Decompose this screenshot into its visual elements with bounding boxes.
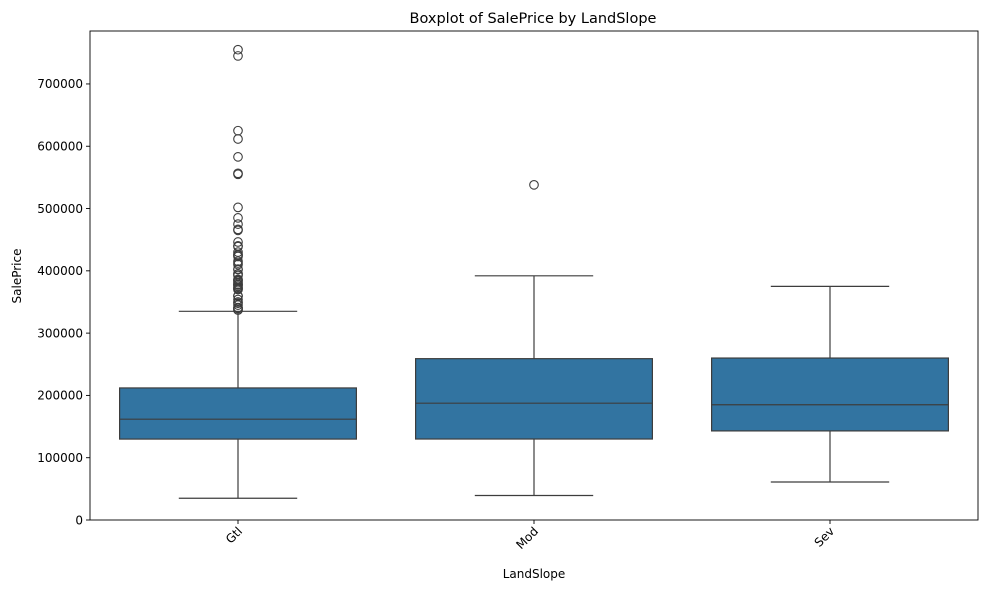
plot-area-frame bbox=[89, 30, 979, 521]
chart-title: Boxplot of SalePrice by LandSlope bbox=[410, 11, 657, 27]
y-tick-label: 0 bbox=[75, 513, 83, 527]
x-axis-title: LandSlope bbox=[503, 567, 566, 581]
plot-marks bbox=[118, 44, 949, 499]
box-group-sev bbox=[710, 285, 949, 483]
y-tick-label: 500000 bbox=[37, 202, 83, 216]
outlier-point bbox=[233, 202, 243, 213]
y-tick-label: 300000 bbox=[37, 326, 83, 340]
y-tick-label: 100000 bbox=[37, 451, 83, 465]
outlier-point bbox=[233, 213, 243, 223]
iqr-box bbox=[118, 387, 358, 440]
outlier-point bbox=[233, 44, 243, 55]
outlier-point bbox=[233, 247, 243, 257]
outlier-point bbox=[233, 225, 243, 236]
y-axis-title: SalePrice bbox=[10, 249, 24, 304]
outlier-point bbox=[233, 300, 243, 310]
outlier-point bbox=[233, 284, 243, 295]
outlier-point bbox=[233, 152, 243, 162]
outlier-point bbox=[233, 264, 243, 275]
outlier-point bbox=[233, 237, 243, 247]
y-tick-label: 400000 bbox=[37, 264, 83, 278]
outlier-point bbox=[233, 305, 243, 315]
box-group-mod bbox=[415, 180, 654, 497]
outlier-point bbox=[233, 169, 243, 180]
iqr-box bbox=[710, 357, 949, 432]
y-tick-label: 700000 bbox=[37, 77, 83, 91]
outlier-point bbox=[529, 180, 539, 190]
y-tick-label: 600000 bbox=[37, 140, 83, 154]
outlier-point bbox=[233, 259, 243, 270]
outlier-point bbox=[233, 51, 243, 61]
iqr-box bbox=[415, 358, 654, 440]
outlier-point bbox=[233, 134, 243, 144]
outlier-point bbox=[233, 219, 243, 229]
y-tick-label: 200000 bbox=[37, 389, 83, 403]
box-group-gtl bbox=[118, 44, 358, 499]
y-axis: 0 100000 200000 300000 400000 500000 600000 700… bbox=[37, 77, 90, 527]
